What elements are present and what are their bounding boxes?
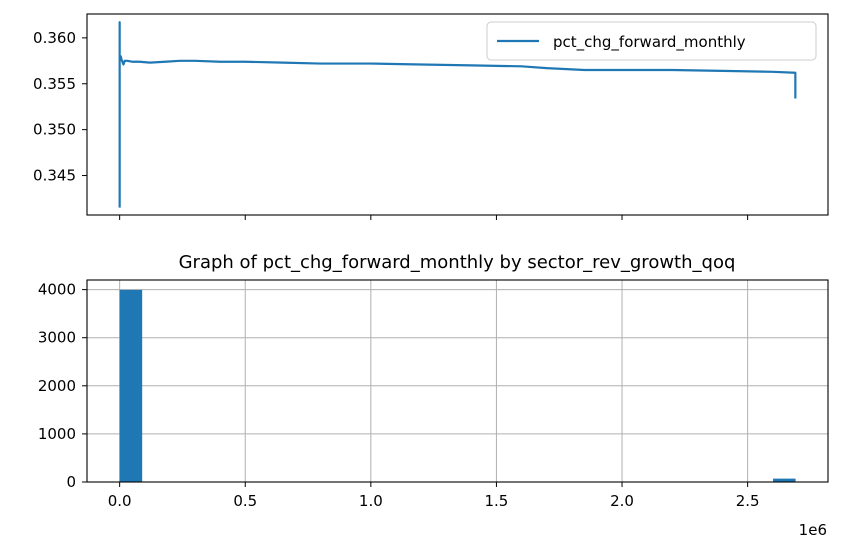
histogram-frame — [86, 279, 829, 483]
y-tick-label-bottom-3: 3000 — [38, 329, 76, 347]
line-chart-frame — [86, 13, 829, 216]
y-tick-label-bottom-2: 2000 — [38, 377, 76, 395]
histogram-axes: Graph of pct_chg_forward_monthly by sect… — [38, 252, 829, 539]
x-tick-label-0: 0.0 — [108, 492, 132, 510]
histogram-bar-29 — [773, 478, 796, 482]
x-offset-label: 1e6 — [799, 521, 827, 539]
y-tick-label-top-0: 0.345 — [33, 167, 76, 185]
x-tick-label-2: 1.0 — [359, 492, 383, 510]
y-tick-label-bottom-4: 4000 — [38, 281, 76, 299]
histogram-bar-0 — [119, 289, 143, 482]
legend-box — [486, 21, 817, 61]
x-tick-label-3: 1.5 — [485, 492, 509, 510]
legend-label: pct_chg_forward_monthly — [553, 33, 746, 52]
line-series-group — [118, 21, 797, 208]
line-chart-axes: 0.345 0.350 0.355 0.360 pct_chg_forward_mon… — [33, 13, 829, 220]
histogram-bars — [119, 289, 796, 482]
x-tick-label-5: 2.5 — [736, 492, 760, 510]
legend: pct_chg_forward_monthly — [486, 21, 817, 61]
y-tick-label-bottom-0: 0 — [66, 473, 76, 491]
line-chart-ticks: 0.345 0.350 0.355 0.360 — [33, 29, 749, 220]
line-series-0 — [118, 21, 797, 208]
y-tick-label-top-2: 0.355 — [33, 75, 76, 93]
x-tick-label-1: 0.5 — [233, 492, 257, 510]
y-tick-label-top-1: 0.350 — [33, 121, 76, 139]
y-tick-label-bottom-1: 1000 — [38, 425, 76, 443]
x-tick-label-4: 2.0 — [610, 492, 634, 510]
histogram-ticks: 0.0 0.5 1.0 1.5 2.0 2.5 0 1000 2000 3000 4000 — [38, 281, 760, 510]
chart-title: Graph of pct_chg_forward_monthly by sect… — [179, 252, 736, 273]
y-tick-label-top-3: 0.360 — [33, 29, 76, 47]
